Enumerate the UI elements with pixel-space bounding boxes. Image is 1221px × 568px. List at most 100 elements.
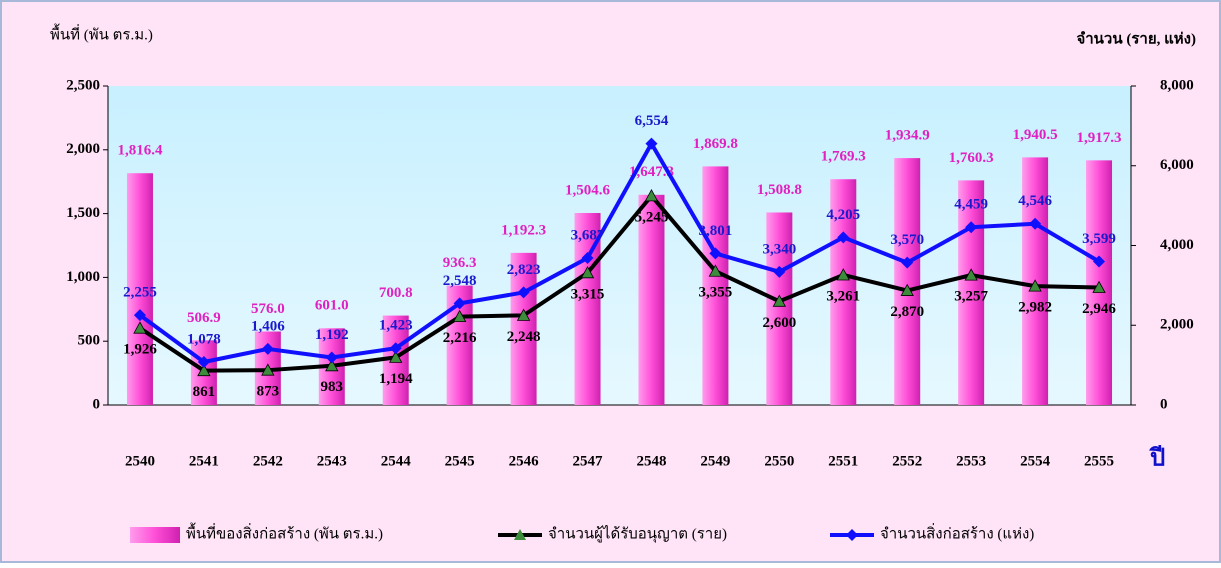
legend-label: จำนวนผู้ได้รับอนุญาต (ราย) bbox=[548, 524, 727, 543]
marker bbox=[900, 283, 914, 296]
marker bbox=[325, 358, 339, 372]
x-tick-label: 2555 bbox=[1084, 453, 1114, 469]
marker bbox=[261, 363, 275, 376]
bar bbox=[638, 194, 665, 405]
marker bbox=[964, 268, 978, 281]
line-value-label: 3,599 bbox=[1082, 231, 1116, 247]
bar-value-label: 1,940.5 bbox=[1013, 127, 1058, 143]
y2-tick-label: 2,000 bbox=[1160, 317, 1194, 333]
line-value-label: 4,205 bbox=[826, 207, 860, 223]
x-tick-label: 2554 bbox=[1020, 453, 1051, 469]
line-value-label: 6,554 bbox=[635, 113, 669, 129]
x-tick-label: 2542 bbox=[253, 453, 283, 469]
line-value-label: 4,459 bbox=[954, 197, 988, 213]
marker bbox=[644, 189, 659, 202]
y2-tick-label: 6,000 bbox=[1160, 157, 1194, 173]
x-tick-label: 2547 bbox=[573, 453, 604, 469]
line-value-label: 873 bbox=[257, 384, 280, 400]
line-value-label: 2,248 bbox=[507, 329, 541, 345]
x-tick-label: 2546 bbox=[509, 453, 540, 469]
line-value-label: 3,261 bbox=[826, 288, 860, 304]
x-axis-label: ปี bbox=[1149, 445, 1165, 472]
bar-value-label: 601.0 bbox=[315, 298, 349, 314]
marker bbox=[197, 356, 210, 369]
x-tick-label: 2553 bbox=[956, 453, 986, 469]
y-tick-label: 1,000 bbox=[66, 269, 100, 285]
marker bbox=[452, 309, 467, 323]
line-value-label: 3,801 bbox=[699, 223, 733, 239]
marker bbox=[708, 264, 723, 277]
x-tick-label: 2551 bbox=[828, 453, 858, 469]
legend-label: จำนวนสิ่งก่อสร้าง (แห่ง) bbox=[880, 522, 1034, 542]
x-tick-label: 2552 bbox=[892, 453, 922, 469]
marker bbox=[1092, 280, 1106, 293]
line-value-label: 1,423 bbox=[379, 318, 413, 334]
bar bbox=[702, 166, 729, 405]
marker bbox=[453, 297, 466, 310]
line-value-label: 2,946 bbox=[1082, 301, 1116, 317]
bar-value-label: 506.9 bbox=[187, 310, 221, 326]
marker bbox=[1093, 255, 1106, 268]
y-tick-label: 0 bbox=[93, 396, 101, 412]
line-value-label: 5,245 bbox=[635, 209, 669, 225]
bar bbox=[766, 212, 793, 405]
y-tick-label: 2,000 bbox=[66, 141, 100, 157]
x-tick-label: 2540 bbox=[125, 453, 155, 469]
bar bbox=[894, 158, 921, 405]
marker bbox=[261, 342, 274, 355]
line-value-label: 3,355 bbox=[699, 285, 733, 301]
marker bbox=[517, 286, 530, 299]
marker bbox=[709, 247, 722, 260]
bar-value-label: 1,934.9 bbox=[885, 128, 930, 144]
line bbox=[138, 193, 1100, 373]
marker bbox=[581, 251, 594, 264]
legend-marker bbox=[514, 529, 526, 540]
marker bbox=[389, 350, 403, 363]
bar bbox=[830, 179, 857, 405]
line-value-label: 1,926 bbox=[123, 342, 157, 358]
line-value-label: 3,315 bbox=[571, 286, 605, 302]
legend-marker bbox=[846, 529, 858, 541]
line-value-label: 1,192 bbox=[315, 327, 349, 343]
line-value-label: 983 bbox=[321, 379, 344, 395]
line-value-label: 4,546 bbox=[1018, 193, 1052, 209]
marker bbox=[580, 265, 595, 279]
line-value-label: 3,257 bbox=[954, 289, 988, 305]
line-value-label: 3,340 bbox=[762, 241, 796, 257]
x-tick-label: 2545 bbox=[445, 453, 475, 469]
marker bbox=[836, 268, 850, 281]
line-value-label: 3,570 bbox=[890, 232, 924, 248]
y2-tick-label: 4,000 bbox=[1160, 237, 1194, 253]
x-tick-label: 2544 bbox=[381, 453, 412, 469]
x-tick-label: 2550 bbox=[764, 453, 794, 469]
marker bbox=[965, 221, 978, 234]
bar-value-label: 1,760.3 bbox=[949, 150, 994, 166]
bar-value-label: 700.8 bbox=[379, 285, 413, 301]
line-value-label: 1,078 bbox=[187, 331, 221, 347]
x-tick-label: 2543 bbox=[317, 453, 347, 469]
marker bbox=[133, 321, 147, 334]
line-value-label: 2,548 bbox=[443, 273, 477, 289]
line-value-label: 2,216 bbox=[443, 330, 477, 346]
marker bbox=[1029, 217, 1042, 230]
bar-value-label: 1,192.3 bbox=[501, 222, 546, 238]
marker bbox=[837, 231, 850, 244]
marker bbox=[1028, 279, 1042, 292]
bar bbox=[958, 180, 985, 405]
y2-axis-label: จำนวน (ราย, แห่ง) bbox=[1076, 30, 1196, 47]
marker bbox=[389, 342, 402, 355]
line-value-label: 2,870 bbox=[890, 304, 924, 320]
line-value-label: 2,600 bbox=[762, 315, 796, 331]
line bbox=[138, 141, 1101, 365]
y2-tick-label: 0 bbox=[1160, 396, 1168, 412]
y-tick-label: 2,500 bbox=[66, 77, 100, 93]
bar bbox=[510, 252, 537, 405]
y-tick-label: 1,500 bbox=[66, 205, 100, 221]
line-value-label: 1,406 bbox=[251, 318, 285, 334]
legend-label: พื้นที่ของสิ่งก่อสร้าง (พัน ตร.ม.) bbox=[186, 522, 383, 542]
bar-value-label: 1,816.4 bbox=[117, 143, 163, 159]
bar-value-label: 1,869.8 bbox=[693, 136, 738, 152]
line-value-label: 2,823 bbox=[507, 262, 541, 278]
